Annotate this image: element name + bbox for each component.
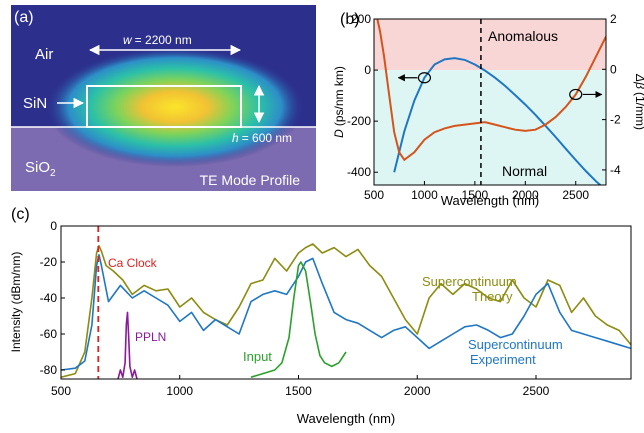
height-variable: h [232, 131, 239, 145]
mode-caption: TE Mode Profile [200, 172, 301, 188]
chart-c-frame [60, 225, 632, 380]
chart-b-ytick-right-label-3: 2 [610, 12, 617, 26]
chart-b-ticks: 500 1000 1500 2000 2500 -400 -200 0 200 -4 -2 0 2 [347, 12, 621, 202]
ca-clock-label: Ca Clock [108, 256, 158, 270]
chart-b: 500 1000 1500 2000 2500 -400 -200 0 200 -4 -2 0 2 An… [332, 12, 644, 208]
chart-c-xtick-label-3: 2000 [404, 384, 431, 398]
chart-c-series-0 [61, 243, 631, 378]
mode-profile [45, 47, 305, 167]
chart-c-series-1 [61, 254, 631, 371]
chart-b-ytick-left-label-2: 0 [364, 63, 371, 77]
chart-b-xtick-label-3: 2000 [512, 188, 539, 202]
chart-b-ytick-right-label-1: -2 [610, 113, 621, 127]
panel-a-label: (a) [14, 9, 34, 26]
chart-b-ylabel-left-var: D [332, 129, 346, 138]
chart-b-normal-label: Normal [502, 163, 547, 179]
chart-b-regions [374, 19, 606, 185]
chart-c-xtick-label-4: 2500 [523, 384, 550, 398]
chart-b-xtick-label-4: 2500 [562, 188, 589, 202]
chart-b-series-1 [376, 19, 606, 162]
chart-b-ylabel-right-unit: (1/mm) [633, 92, 644, 130]
air-label: Air [35, 46, 53, 63]
chart-b-series-0 [393, 57, 602, 185]
chart-b-ytick-left-label-3: 200 [351, 12, 371, 26]
experiment-label-line1: Supercontinuum [468, 337, 563, 352]
chart-c-lines [61, 226, 631, 379]
chart-c-ytick-label-4: 0 [50, 219, 57, 233]
chart-b-ylabel-right: Δβ (1/mm) [633, 73, 644, 130]
chart-b-ytick-right-label-0: -4 [610, 163, 621, 177]
theory-label-line1: Supercontinuum [422, 274, 517, 289]
ppln-label: PPLN [135, 330, 166, 344]
sio2-text: SiO [25, 159, 50, 176]
experiment-label-line2: Experiment [470, 352, 536, 367]
chart-c-ticks: 500 1000 1500 2000 2500 -80 -60 -40 -20 0 [40, 219, 550, 398]
input-label: Input [243, 349, 272, 364]
chart-b-lines [376, 19, 606, 185]
chart-b-ylabel-left-unit: (ps/nm km) [332, 66, 346, 126]
chart-c-xlabel: Wavelength (nm) [297, 411, 396, 426]
panel-c-label: (c) [11, 206, 30, 223]
height-annotation: h = 600 nm [232, 131, 292, 145]
chart-b-anomalous-label: Anomalous [488, 28, 558, 44]
chart-c: 500 1000 1500 2000 2500 -80 -60 -40 -20 0 Ca Cloc… [9, 219, 632, 426]
chart-b-xtick-label-1: 1000 [411, 188, 438, 202]
chart-b-marks [397, 72, 603, 101]
sio2-subscript: 2 [50, 168, 56, 179]
chart-b-ytick-left-label-0: -400 [347, 165, 371, 179]
chart-b-ytick-right-label-2: 0 [610, 62, 617, 76]
chart-b-region-1 [374, 70, 606, 185]
chart-c-xtick-label-2: 1500 [285, 384, 312, 398]
chart-c-series-3 [117, 311, 138, 379]
panel-a [11, 5, 316, 191]
chart-b-ytick-left-label-1: -200 [347, 114, 371, 128]
chart-c-ytick-label-2: -40 [40, 291, 58, 305]
chart-b-left-axis-marker [417, 72, 432, 84]
chart-b-region-0 [374, 19, 606, 71]
width-value: = 2200 nm [135, 33, 192, 47]
width-annotation: w = 2200 nm [123, 33, 192, 47]
chart-b-ylabel-right-var: Δβ [633, 73, 644, 89]
chart-c-ytick-label-3: -20 [40, 255, 58, 269]
panel-b-label: (b) [340, 11, 360, 28]
width-variable: w [123, 33, 133, 47]
chart-b-xtick-label-0: 500 [364, 188, 384, 202]
chart-b-frame [373, 18, 607, 186]
theory-label-line2: Theory [472, 289, 513, 304]
chart-b-xtick-label-2: 1500 [462, 188, 489, 202]
chart-c-series-2 [250, 261, 347, 378]
chart-c-ytick-label-1: -60 [40, 327, 58, 341]
chart-c-ytick-label-0: -80 [40, 363, 58, 377]
chart-b-xlabel: Wavelength (nm) [441, 193, 540, 208]
chart-c-ylabel: Intensity (dBm/nm) [9, 252, 23, 353]
chart-b-ylabel-left: D (ps/nm km) [332, 66, 346, 138]
height-value: = 600 nm [242, 131, 292, 145]
sin-label: SiN [23, 95, 47, 112]
chart-b-right-axis-marker [569, 88, 583, 101]
sio2-label: SiO2 [25, 159, 56, 179]
chart-c-xtick-label-1: 1000 [166, 384, 193, 398]
chart-c-xtick-label-0: 500 [51, 384, 71, 398]
